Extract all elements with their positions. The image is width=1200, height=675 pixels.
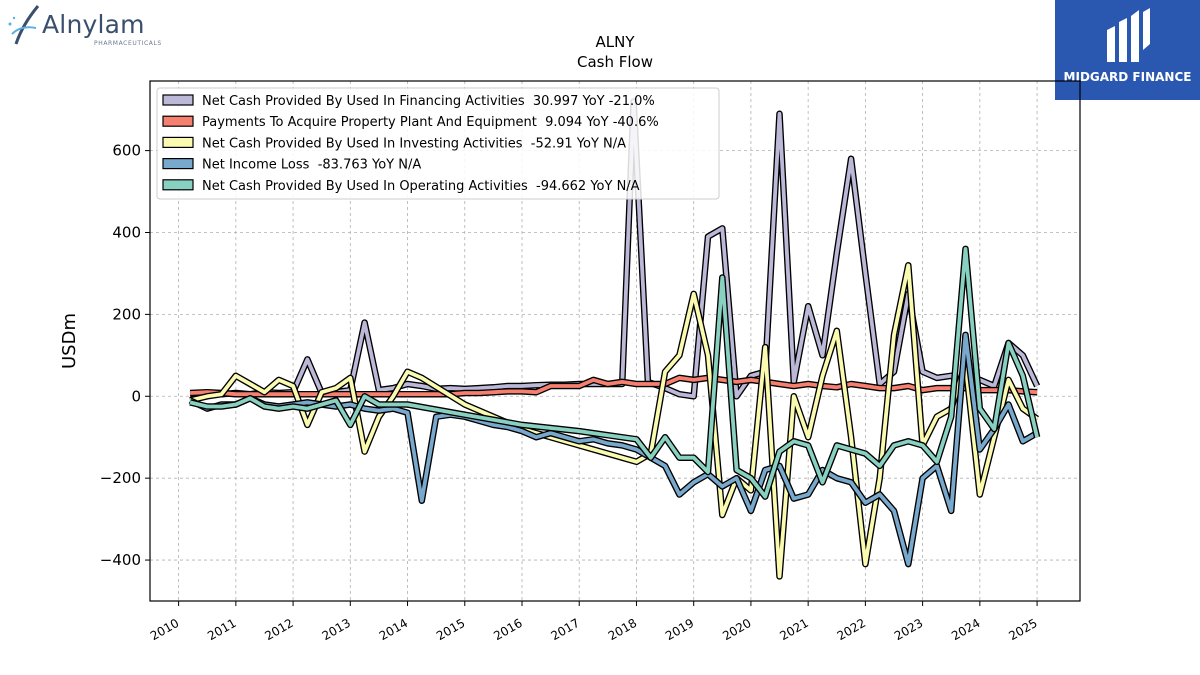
y-tick-label: −200 [100,469,141,487]
x-tick-label: 2024 [949,616,982,643]
x-tick-label: 2016 [491,616,524,643]
series-line-4 [189,247,1039,499]
legend-entry: Net Cash Provided By Used In Operating A… [202,179,640,194]
legend-swatch [162,158,194,170]
x-tick-label: 2014 [377,616,410,643]
series-line-2 [189,263,1039,579]
y-axis-label: USDm [59,313,80,369]
midgard-finance-logo: MIDGARD FINANCE [1055,0,1200,100]
alnylam-swoosh-icon [8,5,40,45]
legend-entry: Net Cash Provided By Used In Investing A… [202,136,626,151]
legend-swatch [162,136,194,148]
x-tick-label: 2015 [434,616,467,643]
legend-entry: Net Cash Provided By Used In Financing A… [202,94,655,109]
alnylam-brand-sub: PHARMACEUTICALS [94,40,162,47]
series-line-outline-2 [189,262,1039,580]
midgard-emblem-icon [1107,8,1150,62]
y-tick-label: −400 [100,551,141,569]
alnylam-logo: Alnylam PHARMACEUTICALS [6,4,166,50]
x-tick-label: 2018 [606,616,639,643]
series-line-3 [189,333,1039,566]
alnylam-brand-text: Alnylam [42,10,145,39]
chart-title: ALNY [595,33,635,51]
series-line-1 [190,376,1038,397]
legend-swatch [162,94,194,106]
legend-box [156,87,720,200]
midgard-brand-text: MIDGARD FINANCE [1063,70,1192,84]
x-tick-label: 2019 [663,616,696,643]
x-tick-label: 2010 [148,616,181,643]
legend-entry: Net Income Loss -83.763 YoY N/A [202,158,421,173]
x-tick-label: 2011 [205,616,238,643]
y-tick-label: 0 [131,387,141,405]
chart-subtitle: Cash Flow [577,53,653,71]
x-tick-label: 2025 [1006,616,1039,643]
x-tick-label: 2017 [549,616,582,643]
series-group [188,98,1041,580]
x-tick-label: 2012 [262,616,295,643]
series-line-outline-3 [188,331,1039,568]
x-tick-label: 2022 [835,616,868,643]
legend-swatch [162,179,194,191]
x-tick-label: 2023 [892,616,925,643]
x-tick-label: 2013 [320,616,353,643]
legend-swatch [162,115,194,127]
plot-frame [149,80,1081,602]
y-tick-label: 600 [112,142,141,160]
y-tick-label: 200 [112,305,141,323]
legend-entry: Payments To Acquire Property Plant And E… [202,115,659,130]
x-tick-label: 2020 [720,616,753,643]
x-tick-label: 2021 [777,616,810,643]
y-tick-label: 400 [112,223,141,241]
